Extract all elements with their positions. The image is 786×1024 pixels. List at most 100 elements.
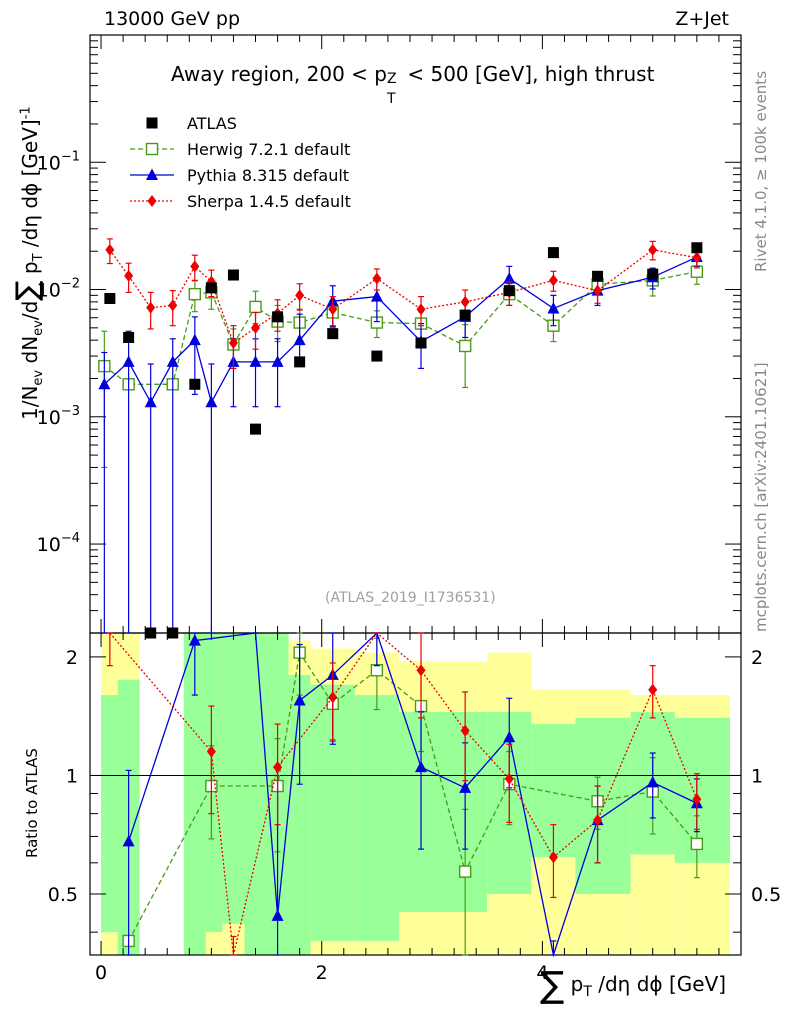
series-point — [692, 251, 702, 264]
ratio-band-green — [101, 695, 118, 933]
ratio-band-green — [354, 695, 399, 941]
plot-title-sup: Z — [387, 71, 397, 87]
series-point — [547, 301, 560, 314]
ratio-point — [206, 745, 216, 758]
ratio-point — [188, 634, 201, 646]
data-point — [227, 269, 239, 281]
ratio-y-tick-label: 0.5 — [48, 884, 78, 906]
plot-title-sub: T — [387, 91, 396, 107]
ratio-line-pythia — [128, 631, 698, 958]
data-point — [250, 423, 262, 435]
y-tick-label: 10−4 — [37, 531, 80, 556]
ylabel-part-c: /d — [18, 300, 42, 321]
header-left: 13000 GeV pp — [104, 8, 241, 30]
plot-frames — [89, 34, 742, 956]
legend-marker — [145, 142, 159, 156]
ratio-y-tick-label-right: 2 — [751, 647, 763, 669]
data-point — [145, 627, 157, 639]
ratio-point — [122, 834, 135, 847]
series-point — [168, 299, 178, 312]
ratio-y-tick-label-right: 0.5 — [751, 884, 781, 906]
data-point — [272, 311, 284, 323]
legend-label: Herwig 7.2.1 default — [187, 140, 350, 159]
series-point — [503, 272, 516, 284]
legend-label: Pythia 8.315 default — [187, 166, 349, 185]
ratio-point — [459, 781, 472, 793]
ratio-point — [370, 664, 384, 677]
legend-marker — [147, 195, 157, 207]
ratio-plot-frame — [89, 632, 742, 956]
rivet-label: Rivet 4.1.0, ≥ 100k events — [752, 70, 770, 272]
series-point — [372, 272, 382, 285]
ratio-point — [415, 760, 428, 773]
y-tick-label: 10−1 — [37, 149, 80, 174]
series-point — [548, 274, 558, 287]
ratio-series — [106, 631, 704, 958]
data-point — [547, 247, 559, 259]
ratio-point — [503, 730, 516, 743]
series-point — [228, 337, 238, 350]
legend-marker — [146, 117, 158, 129]
data-point — [592, 270, 604, 282]
main-series — [98, 238, 704, 639]
ratio-y-tick-label: 1 — [66, 765, 78, 787]
series-point — [190, 260, 200, 273]
data-point — [691, 242, 703, 254]
ratio-band-green — [244, 633, 267, 955]
ylabel-sum: ∑ — [10, 280, 45, 301]
legend: ATLAS Herwig 7.2.1 default Pythia 8.315 de… — [130, 114, 351, 211]
series-point — [416, 303, 426, 316]
x-tick-label: 4 — [536, 962, 548, 984]
ylabel-part-b: dN — [18, 335, 42, 370]
x-axis-label: ∑ pT /dη dϕ [GeV] — [540, 965, 726, 1006]
xlabel-sub: T — [583, 984, 592, 1000]
series-point — [271, 355, 284, 367]
xlabel-rest: /dη dϕ [GeV] — [591, 972, 727, 996]
data-point — [167, 627, 179, 639]
data-point — [647, 268, 659, 280]
ylabel-part-e-sup: -1 — [18, 106, 34, 120]
ratio-point — [273, 761, 283, 774]
ratio-point — [293, 693, 306, 706]
data-point — [415, 337, 427, 349]
series-point — [124, 269, 134, 282]
ratio-point — [690, 837, 704, 851]
data-point — [205, 282, 217, 294]
ratio-point — [416, 664, 426, 677]
ratio-point — [692, 793, 702, 806]
series-point — [249, 355, 262, 367]
series-point — [293, 333, 306, 346]
xlabel-p: p — [564, 972, 584, 996]
ratio-point — [648, 683, 658, 696]
ylabel-part-b-sub: ev — [31, 320, 46, 336]
axis-ticks: 0 2 4 10−4 10−3 10−2 10−1 0.5 0.5 1 1 2 2 — [37, 34, 781, 984]
ratio-line-herwig — [128, 650, 698, 942]
mcplots-label: mcplots.cern.ch [arXiv:2401.10621] — [752, 362, 770, 632]
series-point — [122, 355, 135, 367]
series-point — [98, 377, 111, 390]
data-point — [459, 309, 471, 321]
data-point — [327, 328, 339, 340]
ratio-y-axis-label: Ratio to ATLAS — [23, 748, 41, 858]
ratio-point — [458, 865, 472, 878]
series-point — [328, 303, 338, 316]
ratio-point — [328, 691, 338, 704]
series-point — [593, 284, 603, 297]
data-point — [123, 331, 135, 343]
header-right: Z+Jet — [675, 8, 729, 30]
series-point — [205, 395, 218, 408]
xlabel-sum: ∑ — [540, 965, 565, 1006]
x-tick-label: 0 — [95, 962, 107, 984]
ylabel-part-d: p — [18, 261, 42, 281]
y-tick-label: 10−3 — [37, 404, 80, 429]
series-point — [295, 289, 305, 302]
ratio-band-green — [183, 633, 206, 955]
data-point — [294, 356, 306, 368]
y-axis-label: 1/Nev dNev/d∑ pT /dη dϕ [GeV]-1 — [10, 106, 46, 420]
series-point — [166, 355, 179, 367]
plot-title-post: < 500 [GeV], high thrust — [401, 62, 655, 86]
ylabel-part-a-sub: ev — [31, 369, 46, 386]
series-point — [251, 321, 261, 334]
ylabel-part-d-sub: T — [31, 253, 46, 262]
